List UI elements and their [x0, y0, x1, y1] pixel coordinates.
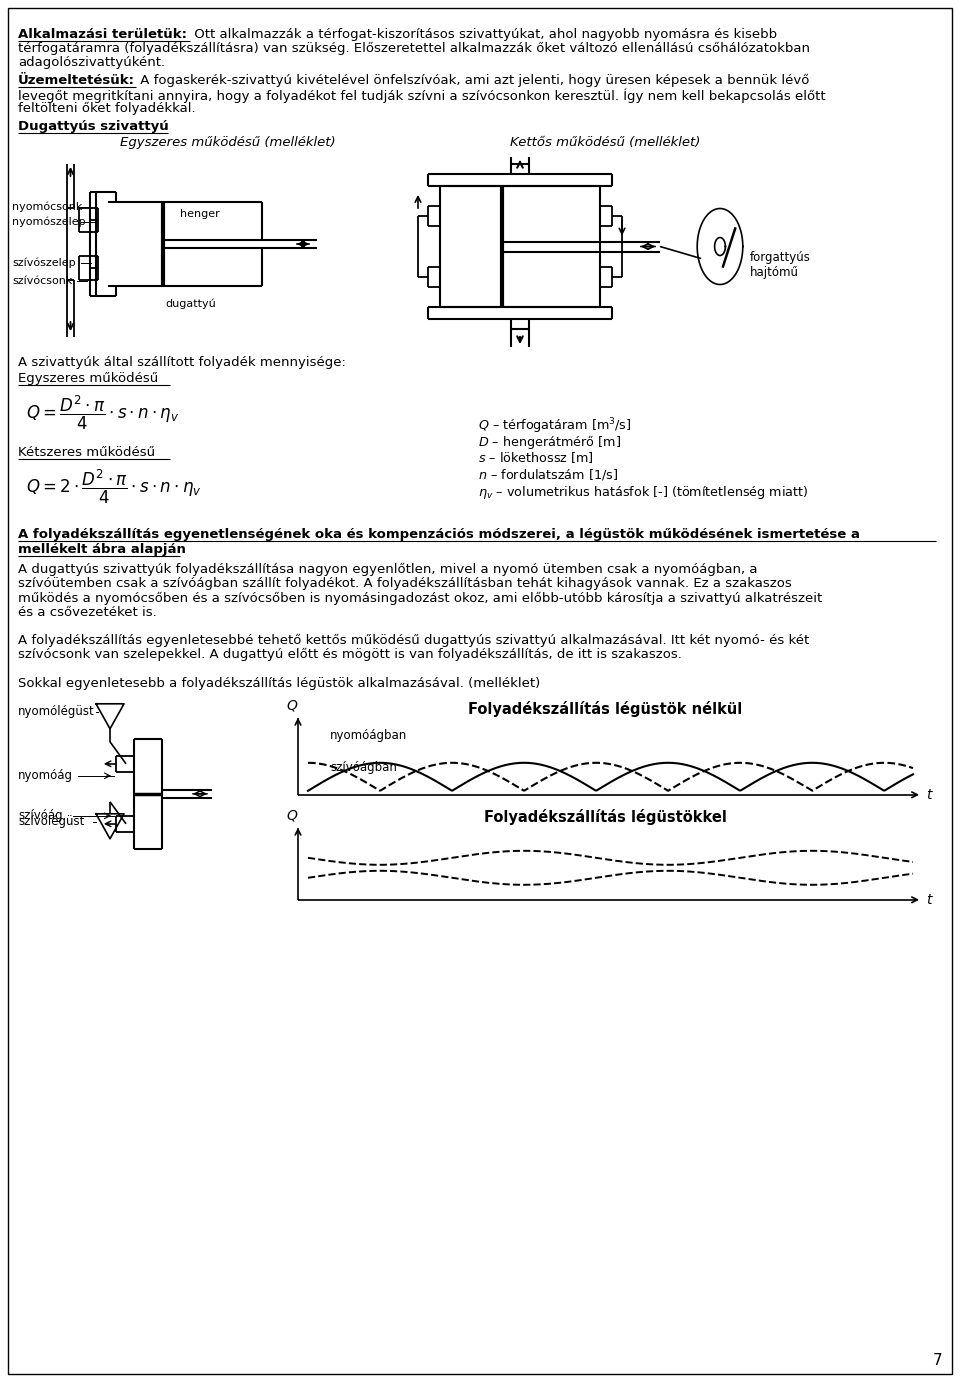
Text: nyomószelep: nyomószelep [12, 217, 85, 227]
Text: szívóág: szívóág [18, 810, 62, 822]
Text: t: t [926, 893, 931, 907]
Text: Q: Q [287, 808, 298, 822]
Text: nyomócsonk: nyomócsonk [12, 202, 83, 213]
Text: $D$ – hengerátmérő [m]: $D$ – hengerátmérő [m] [478, 433, 621, 451]
Text: Ott alkalmazzák a térfogat-kiszorításos szivattyúkat, ahol nagyobb nyomásra és k: Ott alkalmazzák a térfogat-kiszorításos … [190, 28, 778, 41]
Text: nyomóágban: nyomóágban [330, 728, 407, 742]
Text: $s$ – lökethossz [m]: $s$ – lökethossz [m] [478, 451, 594, 464]
Text: és a csővezetéket is.: és a csővezetéket is. [18, 605, 156, 619]
Text: Kettős működésű (melléklet): Kettős működésű (melléklet) [510, 135, 701, 149]
Text: Egyszeres működésű: Egyszeres működésű [18, 372, 158, 386]
Text: A dugattyús szivattyúk folyadékszállítása nagyon egyenlőtlen, mivel a nyomó ütem: A dugattyús szivattyúk folyadékszállítás… [18, 562, 757, 576]
Text: szívóágban: szívóágban [330, 761, 396, 774]
Text: működés a nyomócsőben és a szívócsőben is nyomásingadozást okoz, ami előbb-utóbb: működés a nyomócsőben és a szívócsőben i… [18, 591, 823, 604]
Text: szívólégüst: szívólégüst [18, 815, 84, 828]
Text: Folyadékszállítás légüstökkel: Folyadékszállítás légüstökkel [484, 808, 727, 825]
Text: szívószelep: szívószelep [12, 258, 76, 268]
Text: Üzemeltetésük:: Üzemeltetésük: [18, 75, 135, 87]
Text: Folyadékszállítás légüstök nélkül: Folyadékszállítás légüstök nélkül [468, 701, 742, 717]
Text: $Q = 2 \cdot \dfrac{D^2 \cdot \pi}{4} \cdot s \cdot n \cdot \eta_v$: $Q = 2 \cdot \dfrac{D^2 \cdot \pi}{4} \c… [26, 468, 202, 506]
Text: nyomólégüst: nyomólégüst [18, 705, 95, 719]
Text: Q: Q [287, 699, 298, 713]
Text: adagolószivattyúként.: adagolószivattyúként. [18, 57, 165, 69]
Text: szívóütemben csak a szívóágban szállít folyadékot. A folyadékszállításban tehát : szívóütemben csak a szívóágban szállít f… [18, 578, 792, 590]
Text: levegőt megritkítani annyira, hogy a folyadékot fel tudják szívni a szívócsonkon: levegőt megritkítani annyira, hogy a fol… [18, 88, 826, 102]
Text: nyomóág: nyomóág [18, 770, 73, 782]
Text: A folyadékszállítás egyenetlenségének oka és kompenzációs módszerei, a légüstök : A folyadékszállítás egyenetlenségének ok… [18, 528, 860, 540]
Text: $\eta_v$ – volumetrikus hatásfok [-] (tömítetlenség miatt): $\eta_v$ – volumetrikus hatásfok [-] (tö… [478, 484, 808, 502]
Text: A fogaskerék-szivattyú kivételével önfelszívóak, ami azt jelenti, hogy üresen ké: A fogaskerék-szivattyú kivételével önfel… [136, 75, 809, 87]
Text: A szivattyúk által szállított folyadék mennyisége:: A szivattyúk által szállított folyadék m… [18, 357, 346, 369]
Text: Alkalmazási területük:: Alkalmazási területük: [18, 28, 187, 41]
Text: henger: henger [180, 209, 220, 218]
Text: szívócsonk: szívócsonk [12, 276, 72, 286]
Text: Egyszeres működésű (melléklet): Egyszeres működésű (melléklet) [120, 135, 336, 149]
Text: forgattyús
hajtómű: forgattyús hajtómű [750, 250, 810, 279]
Text: A folyadékszállítás egyenletesebbé tehető kettős működésű dugattyús szivattyú al: A folyadékszállítás egyenletesebbé tehet… [18, 634, 809, 647]
Text: térfogatáramra (folyadékszállításra) van szükség. Előszeretettel alkalmazzák őke: térfogatáramra (folyadékszállításra) van… [18, 41, 810, 55]
Text: t: t [926, 788, 931, 802]
Text: Kétszeres működésű: Kétszeres működésű [18, 446, 156, 459]
Text: feltölteni őket folyadékkal.: feltölteni őket folyadékkal. [18, 102, 196, 115]
Text: mellékelt ábra alapján: mellékelt ábra alapján [18, 543, 186, 556]
Text: $Q = \dfrac{D^2 \cdot \pi}{4} \cdot s \cdot n \cdot \eta_v$: $Q = \dfrac{D^2 \cdot \pi}{4} \cdot s \c… [26, 394, 180, 433]
Text: Sokkal egyenletesebb a folyadékszállítás légüstök alkalmazásával. (melléklet): Sokkal egyenletesebb a folyadékszállítás… [18, 677, 540, 690]
Text: $Q$ – térfogatáram [m$^3$/s]: $Q$ – térfogatáram [m$^3$/s] [478, 416, 632, 435]
Text: dugattyú: dugattyú [165, 299, 216, 310]
Text: Dugattyús szivattyú: Dugattyús szivattyú [18, 120, 169, 133]
Text: $n$ – fordulatszám [1/s]: $n$ – fordulatszám [1/s] [478, 467, 618, 482]
Text: szívócsonk van szelepekkel. A dugattyú előtt és mögött is van folyadékszállítás,: szívócsonk van szelepekkel. A dugattyú e… [18, 648, 682, 662]
Text: 7: 7 [932, 1353, 942, 1368]
